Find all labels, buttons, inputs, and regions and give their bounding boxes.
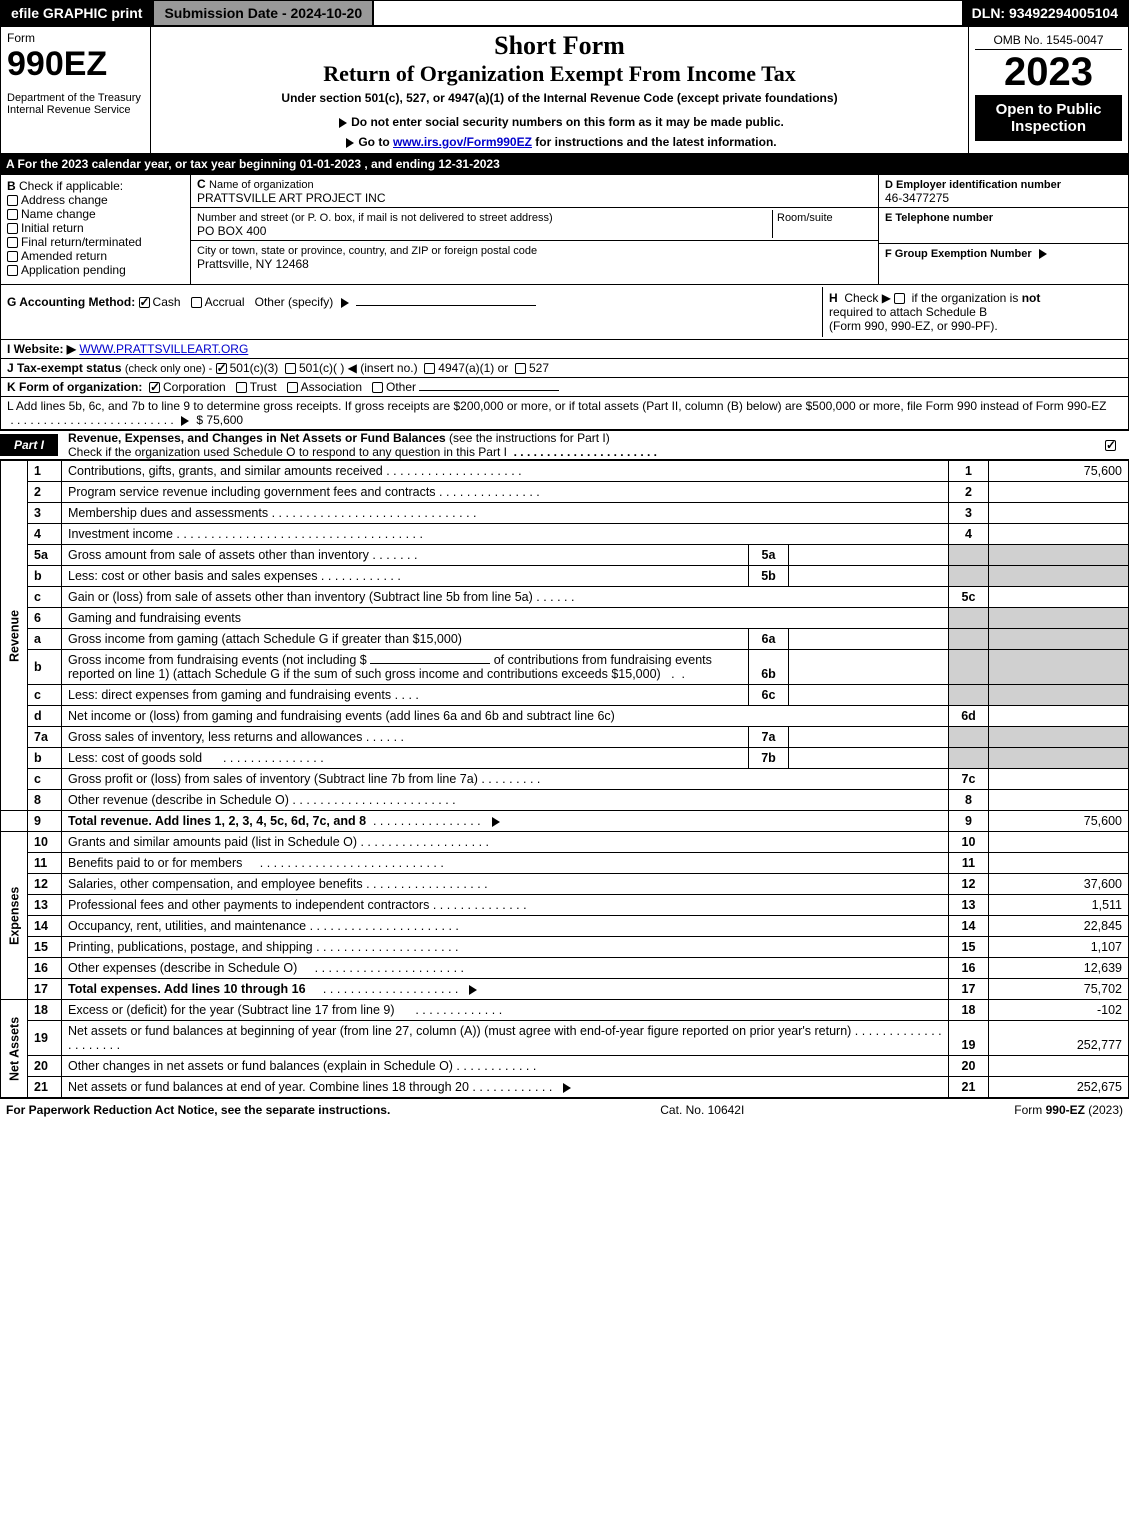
chk-4947[interactable] (424, 363, 435, 374)
row-l-gross-receipts: L Add lines 5b, 6c, and 7b to line 9 to … (0, 397, 1129, 430)
line18-excess: -102 (989, 1000, 1129, 1021)
irs-link[interactable]: www.irs.gov/Form990EZ (393, 135, 532, 149)
paperwork-notice: For Paperwork Reduction Act Notice, see … (6, 1103, 390, 1117)
chk-name-change[interactable] (7, 209, 18, 220)
city-label: City or town, state or province, country… (197, 245, 537, 257)
chk-address-change[interactable] (7, 195, 18, 206)
cat-no: Cat. No. 10642I (660, 1103, 744, 1117)
short-form-title: Short Form (157, 31, 962, 61)
check-if-applicable: Check if applicable: (19, 179, 123, 193)
vlabel-expenses: Expenses (1, 832, 28, 1000)
row-a-tax-year: A For the 2023 calendar year, or tax yea… (0, 154, 1129, 174)
dln-label: DLN: 93492294005104 (962, 1, 1128, 25)
row-gh: G Accounting Method: Cash Accrual Other … (0, 285, 1129, 340)
part-1-tab: Part I (0, 434, 58, 456)
chk-schedule-b[interactable] (894, 293, 905, 304)
line15-printing: 1,107 (989, 937, 1129, 958)
row-i-website: I Website: ▶ WWW.PRATTSVILLEART.ORG (0, 340, 1129, 359)
chk-501c3[interactable] (216, 363, 227, 374)
chk-cash[interactable] (139, 297, 150, 308)
d-ein-label: D Employer identification number (885, 179, 1061, 191)
chk-association[interactable] (287, 382, 298, 393)
section-identification: B Check if applicable: Address change Na… (0, 174, 1129, 285)
under-section: Under section 501(c), 527, or 4947(a)(1)… (157, 91, 962, 105)
chk-trust[interactable] (236, 382, 247, 393)
chk-initial-return[interactable] (7, 223, 18, 234)
ssn-warning: Do not enter social security numbers on … (157, 115, 962, 129)
org-name: PRATTSVILLE ART PROJECT INC (197, 191, 386, 205)
vlabel-netassets: Net Assets (1, 1000, 28, 1098)
form-word: Form (7, 31, 144, 45)
line9-total-revenue: 75,600 (989, 811, 1129, 832)
page-footer: For Paperwork Reduction Act Notice, see … (0, 1098, 1129, 1121)
line17-total-expenses: 75,702 (989, 979, 1129, 1000)
submission-date: Submission Date - 2024-10-20 (152, 1, 374, 25)
efile-label[interactable]: efile GRAPHIC print (1, 1, 152, 25)
return-title: Return of Organization Exempt From Incom… (157, 61, 962, 87)
c-label: C (197, 177, 206, 191)
room-label: Room/suite (777, 212, 833, 224)
ein-value: 46-3477275 (885, 191, 949, 205)
line14-occupancy: 22,845 (989, 916, 1129, 937)
gross-receipts-amount: $ 75,600 (196, 413, 243, 427)
arrow-icon (1039, 249, 1047, 259)
chk-527[interactable] (515, 363, 526, 374)
chk-corporation[interactable] (149, 382, 160, 393)
vlabel-revenue: Revenue (1, 461, 28, 811)
b-label: B (7, 179, 16, 193)
part-1-header: Part I Revenue, Expenses, and Changes in… (0, 430, 1129, 460)
chk-accrual[interactable] (191, 297, 202, 308)
line13-prof-fees: 1,511 (989, 895, 1129, 916)
row-k-org-form: K Form of organization: Corporation Trus… (0, 378, 1129, 397)
form-ref: Form 990-EZ (2023) (1014, 1103, 1123, 1117)
line1-amount: 75,600 (989, 461, 1129, 482)
line21-ending: 252,675 (989, 1077, 1129, 1098)
chk-final-return[interactable] (7, 237, 18, 248)
website-link[interactable]: WWW.PRATTSVILLEART.ORG (79, 342, 248, 356)
line12-salaries: 37,600 (989, 874, 1129, 895)
chk-application-pending[interactable] (7, 265, 18, 276)
row-j-tax-status: J Tax-exempt status (check only one) - 5… (0, 359, 1129, 378)
goto-instructions: Go to www.irs.gov/Form990EZ for instruct… (157, 135, 962, 149)
f-group-label: F Group Exemption Number (885, 248, 1032, 260)
dept-treasury: Department of the Treasury (7, 92, 144, 104)
tax-year: 2023 (975, 50, 1122, 95)
g-label: G Accounting Method: (7, 295, 135, 309)
omb-number: OMB No. 1545-0047 (975, 31, 1122, 50)
part-1-table: Revenue 1 Contributions, gifts, grants, … (0, 460, 1129, 1098)
chk-amended-return[interactable] (7, 251, 18, 262)
name-of-org-label: Name of organization (209, 179, 314, 191)
line16-other-exp: 12,639 (989, 958, 1129, 979)
chk-501c[interactable] (285, 363, 296, 374)
line19-beginning: 252,777 (989, 1021, 1129, 1056)
form-number: 990EZ (7, 45, 144, 84)
e-phone-label: E Telephone number (885, 212, 993, 224)
street-label: Number and street (or P. O. box, if mail… (197, 212, 553, 224)
chk-schedule-o[interactable] (1105, 440, 1116, 451)
street-value: PO BOX 400 (197, 224, 266, 238)
form-header: Form 990EZ Department of the Treasury In… (0, 26, 1129, 154)
top-bar: efile GRAPHIC print Submission Date - 20… (0, 0, 1129, 26)
city-value: Prattsville, NY 12468 (197, 257, 309, 271)
irs-label: Internal Revenue Service (7, 104, 144, 116)
h-label: H (829, 291, 838, 305)
open-to-public: Open to Public Inspection (975, 95, 1122, 141)
chk-other-org[interactable] (372, 382, 383, 393)
